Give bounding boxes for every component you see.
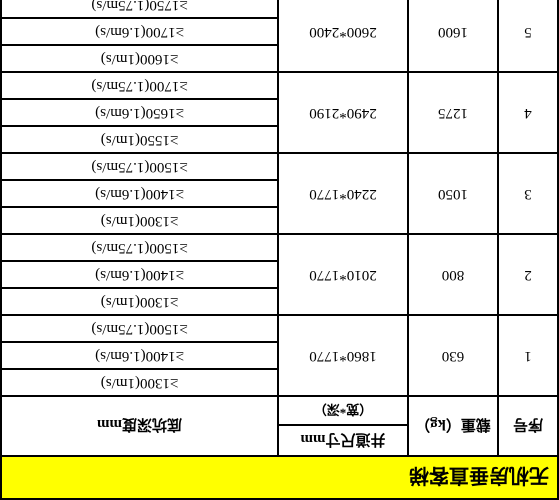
cell-seq: 5 <box>498 0 558 72</box>
cell-load: 1050 <box>408 153 498 234</box>
table-row: 412752490*2190≥1550(1m/s) <box>1 126 558 153</box>
cell-pit: ≥1500(1.75m/s) <box>1 153 278 180</box>
cell-pit: ≥1500(1.75m/s) <box>1 315 278 342</box>
cell-shaft: 2010*1770 <box>278 234 408 315</box>
table-row: 310502240*1770≥1300(1m/s) <box>1 207 558 234</box>
cell-seq: 1 <box>498 315 558 396</box>
cell-pit: ≥1550(1m/s) <box>1 126 278 153</box>
cell-pit: ≥1750(1.75m/s) <box>1 0 278 18</box>
cell-pit: ≥1700(1.6m/s) <box>1 18 278 45</box>
cell-pit: ≥1400(1.6m/s) <box>1 342 278 369</box>
header-load: 载重（kg） <box>408 396 498 456</box>
cell-pit: ≥1300(1m/s) <box>1 288 278 315</box>
cell-pit: ≥1600(1m/s) <box>1 45 278 72</box>
page-title: 无机房垂直客梯 <box>409 464 549 486</box>
cell-load: 800 <box>408 234 498 315</box>
cell-load: 630 <box>408 315 498 396</box>
cell-load: 1600 <box>408 0 498 72</box>
cell-seq: 3 <box>498 153 558 234</box>
cell-shaft: 2240*1770 <box>278 153 408 234</box>
cell-pit: ≥1400(1.6m/s) <box>1 180 278 207</box>
cell-seq: 4 <box>498 72 558 153</box>
title-bar: 无机房垂直客梯 <box>0 457 559 500</box>
header-seq: 序号 <box>498 396 558 456</box>
cell-pit: ≥1300(1m/s) <box>1 369 278 396</box>
header-shaft-top: 井道尺寸mm <box>278 425 408 456</box>
cell-shaft: 2490*2190 <box>278 72 408 153</box>
cell-seq: 2 <box>498 234 558 315</box>
cell-shaft: 1860*1770 <box>278 315 408 396</box>
header-shaft-sub: （宽*深） <box>278 396 408 425</box>
table-row: 28002010*1770≥1300(1m/s) <box>1 288 558 315</box>
cell-pit: ≥1300(1m/s) <box>1 207 278 234</box>
cell-pit: ≥1500(1.75m/s) <box>1 234 278 261</box>
table-row: 16301860*1770≥1300(1m/s) <box>1 369 558 396</box>
cell-pit: ≥1400(1.6m/s) <box>1 261 278 288</box>
cell-shaft: 2600*2400 <box>278 0 408 72</box>
cell-pit: ≥1700(1.75m/s) <box>1 72 278 99</box>
header-row-1: 序号 载重（kg） 井道尺寸mm 底坑深度mm <box>1 425 558 456</box>
header-pit: 底坑深度mm <box>1 396 278 456</box>
table-row: 516002600*2400≥1600(1m/s) <box>1 45 558 72</box>
table-body: 16301860*1770≥1300(1m/s)≥1400(1.6m/s)≥15… <box>1 0 558 396</box>
elevator-spec-table: 序号 载重（kg） 井道尺寸mm 底坑深度mm （宽*深） 16301860*1… <box>0 0 559 457</box>
cell-load: 1275 <box>408 72 498 153</box>
cell-pit: ≥1650(1.6m/s) <box>1 99 278 126</box>
